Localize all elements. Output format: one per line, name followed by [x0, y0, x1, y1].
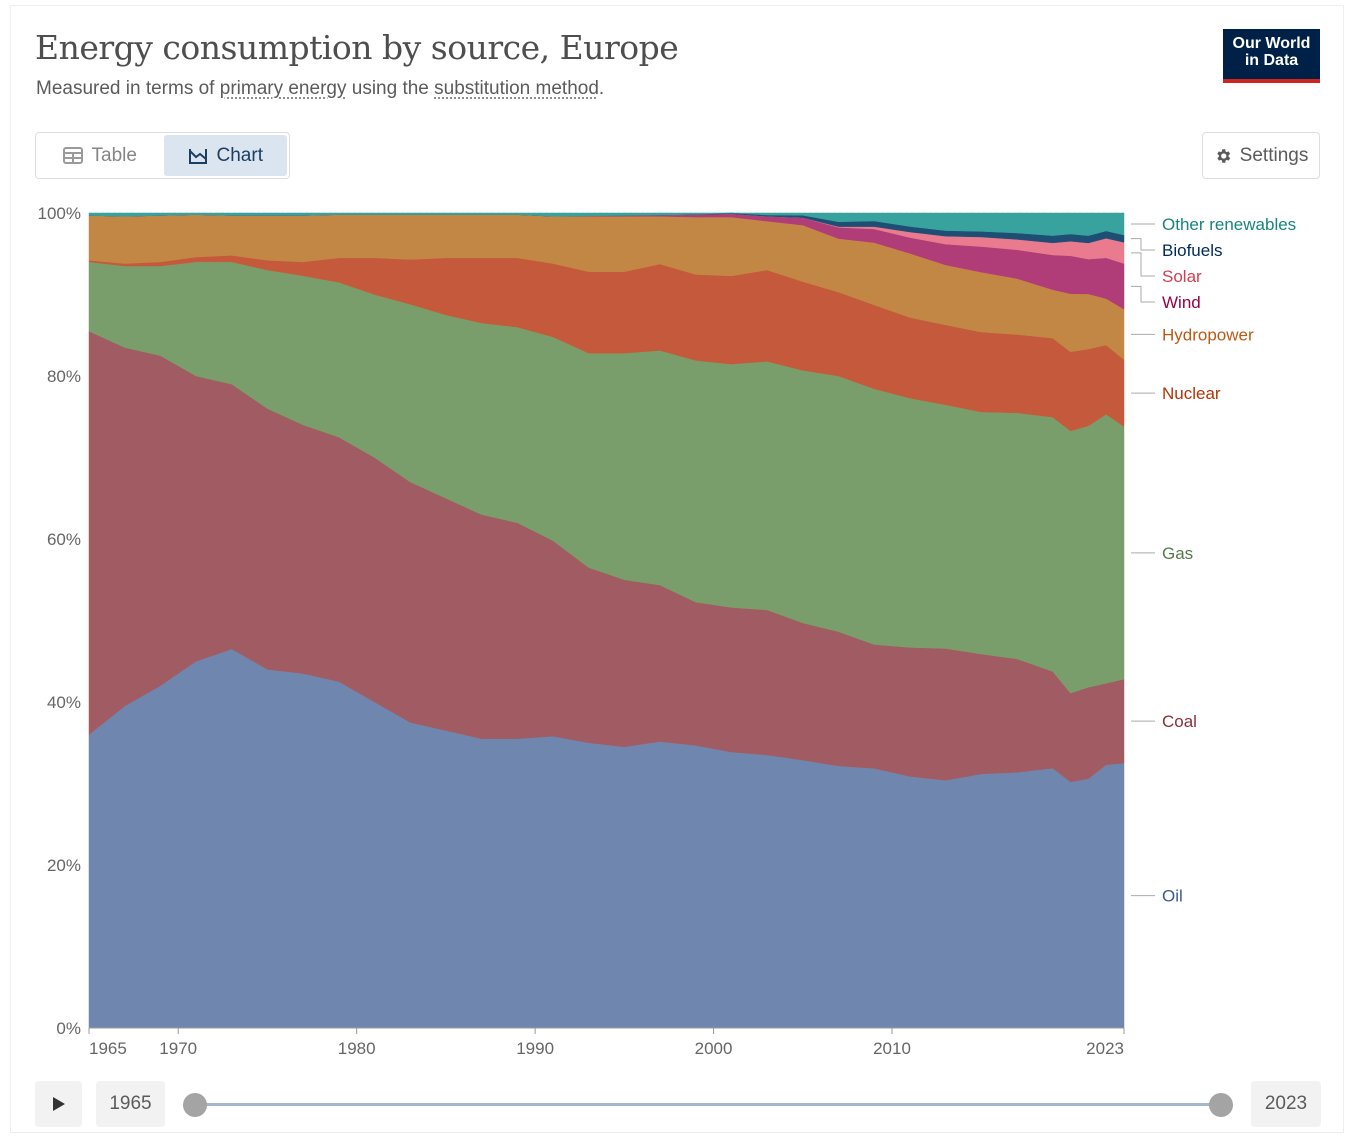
x-tick-label: 1990 — [516, 1039, 554, 1058]
subtitle-text: using the — [346, 78, 435, 99]
legend-label-hydropower: Hydropower — [1162, 325, 1254, 344]
gear-icon — [1216, 148, 1230, 163]
legend-label-gas: Gas — [1162, 544, 1193, 563]
settings-label: Settings — [1239, 144, 1309, 166]
legend-connector — [1131, 285, 1155, 303]
chart-frame — [10, 5, 1344, 1133]
legend-label-oil: Oil — [1162, 887, 1183, 906]
timeline-start-handle[interactable] — [183, 1093, 207, 1117]
y-tick-label: 80% — [47, 367, 81, 386]
play-icon — [52, 1097, 65, 1111]
y-tick-label: 20% — [47, 856, 81, 875]
play-button[interactable] — [35, 1081, 82, 1127]
subtitle-text: Measured in terms of — [36, 78, 220, 99]
timeline-track[interactable] — [195, 1103, 1221, 1106]
timeline-end-handle[interactable] — [1209, 1093, 1233, 1117]
tab-chart-label: Chart — [216, 144, 263, 166]
tab-chart[interactable]: Chart — [163, 135, 287, 176]
legend-connector — [1131, 252, 1155, 277]
logo-line-2: in Data — [1244, 52, 1299, 69]
owid-logo[interactable]: Our World in Data — [1223, 29, 1320, 83]
y-tick-label: 40% — [47, 693, 81, 712]
area-chart: 0% 20% 40% 60% 80% 100% 1965 1970 1980 1990 2000 20… — [38, 204, 1297, 1058]
chart-subtitle: Measured in terms of primary energy usin… — [36, 78, 604, 100]
legend-label-biofuels: Biofuels — [1162, 241, 1222, 260]
subtitle-text: . — [598, 78, 605, 99]
legend-connector — [1131, 238, 1155, 251]
x-tick-label: 1965 — [89, 1039, 127, 1058]
x-tick-label: 1980 — [338, 1039, 376, 1058]
start-year-label: 1965 — [96, 1081, 165, 1127]
end-year-label: 2023 — [1251, 1081, 1321, 1127]
settings-button[interactable]: Settings — [1202, 132, 1320, 179]
substitution-method-link[interactable]: substitution method — [434, 78, 599, 99]
y-tick-label: 100% — [38, 204, 81, 223]
tab-table-label: Table — [91, 144, 137, 166]
legend-label-solar: Solar — [1162, 267, 1202, 286]
x-tick-label: 2000 — [695, 1039, 733, 1058]
series-area-other-renewables — [88, 212, 1125, 236]
x-tick-label: 2023 — [1086, 1039, 1124, 1058]
legend-label-coal: Coal — [1162, 712, 1197, 731]
view-tabs: Table Chart — [35, 132, 290, 179]
logo-line-1: Our World — [1232, 35, 1311, 52]
y-tick-label: 60% — [47, 530, 81, 549]
y-tick-label: 0% — [56, 1019, 81, 1038]
legend-label-nuclear: Nuclear — [1162, 384, 1221, 403]
primary-energy-link[interactable]: primary energy — [219, 78, 347, 99]
chart-icon — [188, 148, 207, 164]
legend-label-wind: Wind — [1162, 293, 1201, 312]
legend-label-other-renewables: Other renewables — [1162, 215, 1296, 234]
table-icon — [62, 147, 83, 164]
chart-title: Energy consumption by source, Europe — [35, 28, 679, 67]
x-tick-label: 2010 — [873, 1039, 911, 1058]
tab-table[interactable]: Table — [38, 135, 162, 176]
x-tick-label: 1970 — [159, 1039, 197, 1058]
